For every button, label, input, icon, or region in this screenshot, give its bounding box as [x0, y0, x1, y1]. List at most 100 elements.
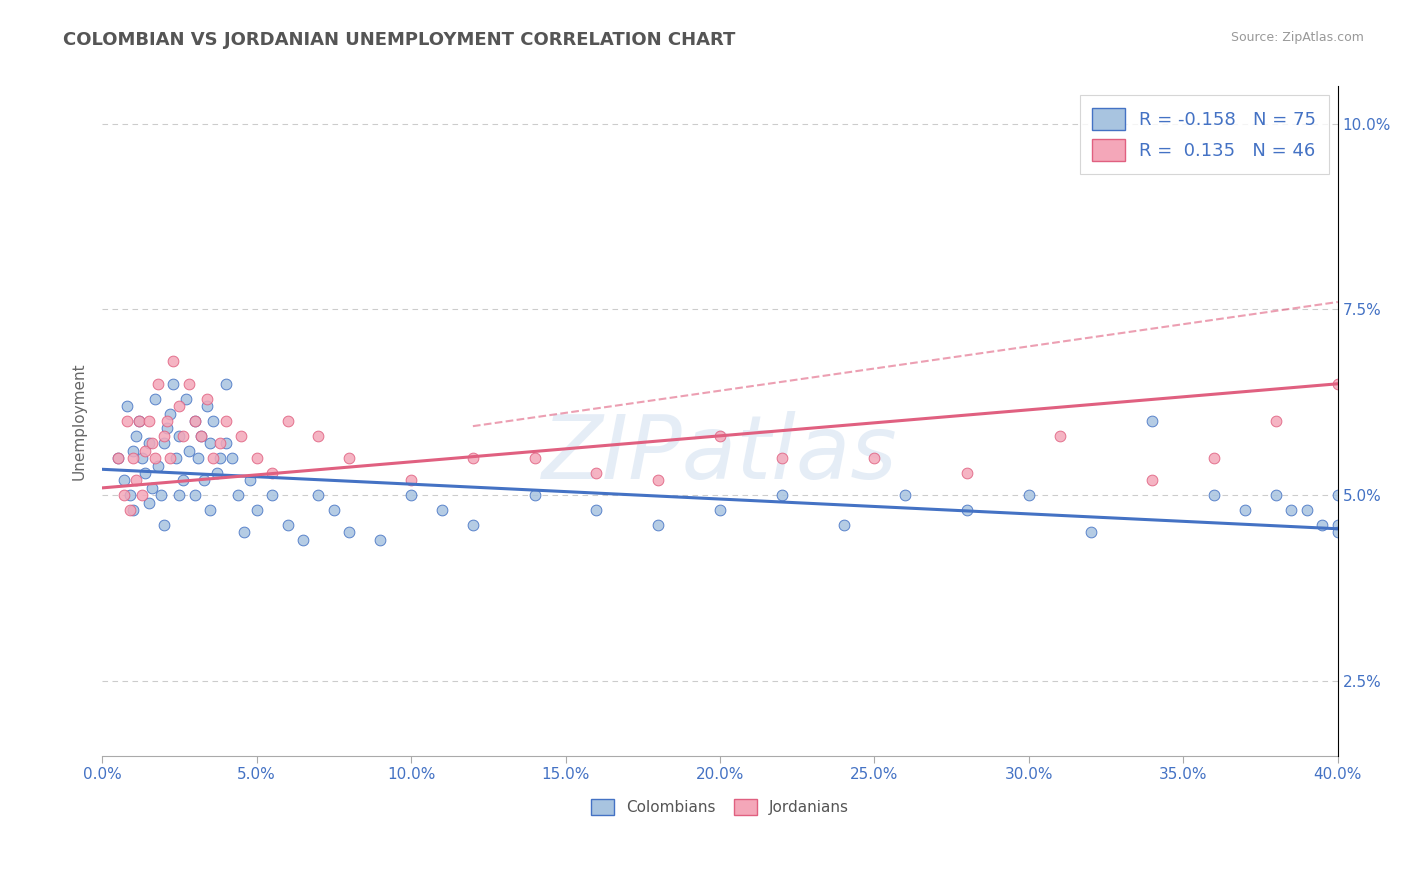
Point	[146, 376, 169, 391]
Point	[262, 488, 284, 502]
Point	[832, 518, 855, 533]
Point	[709, 429, 731, 443]
Point	[399, 488, 422, 502]
Point	[195, 399, 218, 413]
Point	[112, 474, 135, 488]
Point	[128, 414, 150, 428]
Point	[1265, 414, 1288, 428]
Point	[1080, 525, 1102, 540]
Point	[262, 466, 284, 480]
Point	[585, 503, 607, 517]
Point	[239, 474, 262, 488]
Point	[115, 414, 138, 428]
Point	[200, 503, 222, 517]
Point	[1142, 474, 1164, 488]
Point	[368, 533, 391, 547]
Point	[159, 407, 181, 421]
Point	[146, 458, 169, 473]
Point	[141, 481, 163, 495]
Point	[149, 488, 172, 502]
Point	[1310, 518, 1333, 533]
Y-axis label: Unemployment: Unemployment	[72, 362, 86, 480]
Point	[1326, 525, 1348, 540]
Point	[461, 451, 484, 466]
Point	[153, 518, 176, 533]
Point	[647, 518, 669, 533]
Point	[322, 503, 344, 517]
Point	[863, 451, 886, 466]
Point	[107, 451, 129, 466]
Point	[523, 451, 546, 466]
Point	[134, 443, 156, 458]
Point	[246, 503, 269, 517]
Point	[215, 414, 238, 428]
Point	[1326, 376, 1348, 391]
Point	[461, 518, 484, 533]
Point	[159, 451, 181, 466]
Point	[1142, 414, 1164, 428]
Point	[125, 474, 148, 488]
Point	[190, 429, 212, 443]
Point	[1204, 488, 1226, 502]
Point	[1265, 488, 1288, 502]
Point	[131, 488, 153, 502]
Point	[956, 466, 979, 480]
Point	[337, 451, 360, 466]
Point	[233, 525, 256, 540]
Point	[115, 399, 138, 413]
Point	[156, 414, 179, 428]
Point	[202, 451, 225, 466]
Point	[107, 451, 129, 466]
Point	[585, 466, 607, 480]
Point	[122, 443, 145, 458]
Point	[221, 451, 243, 466]
Point	[190, 429, 212, 443]
Point	[208, 451, 231, 466]
Point	[195, 392, 218, 406]
Point	[894, 488, 917, 502]
Point	[231, 429, 253, 443]
Legend: Colombians, Jordanians: Colombians, Jordanians	[585, 793, 855, 822]
Point	[169, 399, 191, 413]
Point	[169, 488, 191, 502]
Point	[172, 429, 194, 443]
Text: ZIPatlas: ZIPatlas	[543, 411, 898, 498]
Text: COLOMBIAN VS JORDANIAN UNEMPLOYMENT CORRELATION CHART: COLOMBIAN VS JORDANIAN UNEMPLOYMENT CORR…	[63, 31, 735, 49]
Point	[205, 466, 228, 480]
Point	[125, 429, 148, 443]
Point	[200, 436, 222, 450]
Point	[215, 436, 238, 450]
Point	[131, 451, 153, 466]
Point	[246, 451, 269, 466]
Point	[184, 488, 207, 502]
Point	[134, 466, 156, 480]
Point	[153, 436, 176, 450]
Point	[174, 392, 197, 406]
Text: Source: ZipAtlas.com: Source: ZipAtlas.com	[1230, 31, 1364, 45]
Point	[118, 503, 141, 517]
Point	[215, 376, 238, 391]
Point	[647, 474, 669, 488]
Point	[1281, 503, 1303, 517]
Point	[226, 488, 249, 502]
Point	[165, 451, 187, 466]
Point	[709, 503, 731, 517]
Point	[430, 503, 453, 517]
Point	[128, 414, 150, 428]
Point	[118, 488, 141, 502]
Point	[1234, 503, 1257, 517]
Point	[153, 429, 176, 443]
Point	[143, 392, 166, 406]
Point	[770, 451, 793, 466]
Point	[1326, 488, 1348, 502]
Point	[138, 436, 160, 450]
Point	[1295, 503, 1317, 517]
Point	[1049, 429, 1071, 443]
Point	[307, 488, 329, 502]
Point	[1326, 518, 1348, 533]
Point	[122, 503, 145, 517]
Point	[162, 354, 184, 368]
Point	[138, 496, 160, 510]
Point	[156, 421, 179, 435]
Point	[193, 474, 215, 488]
